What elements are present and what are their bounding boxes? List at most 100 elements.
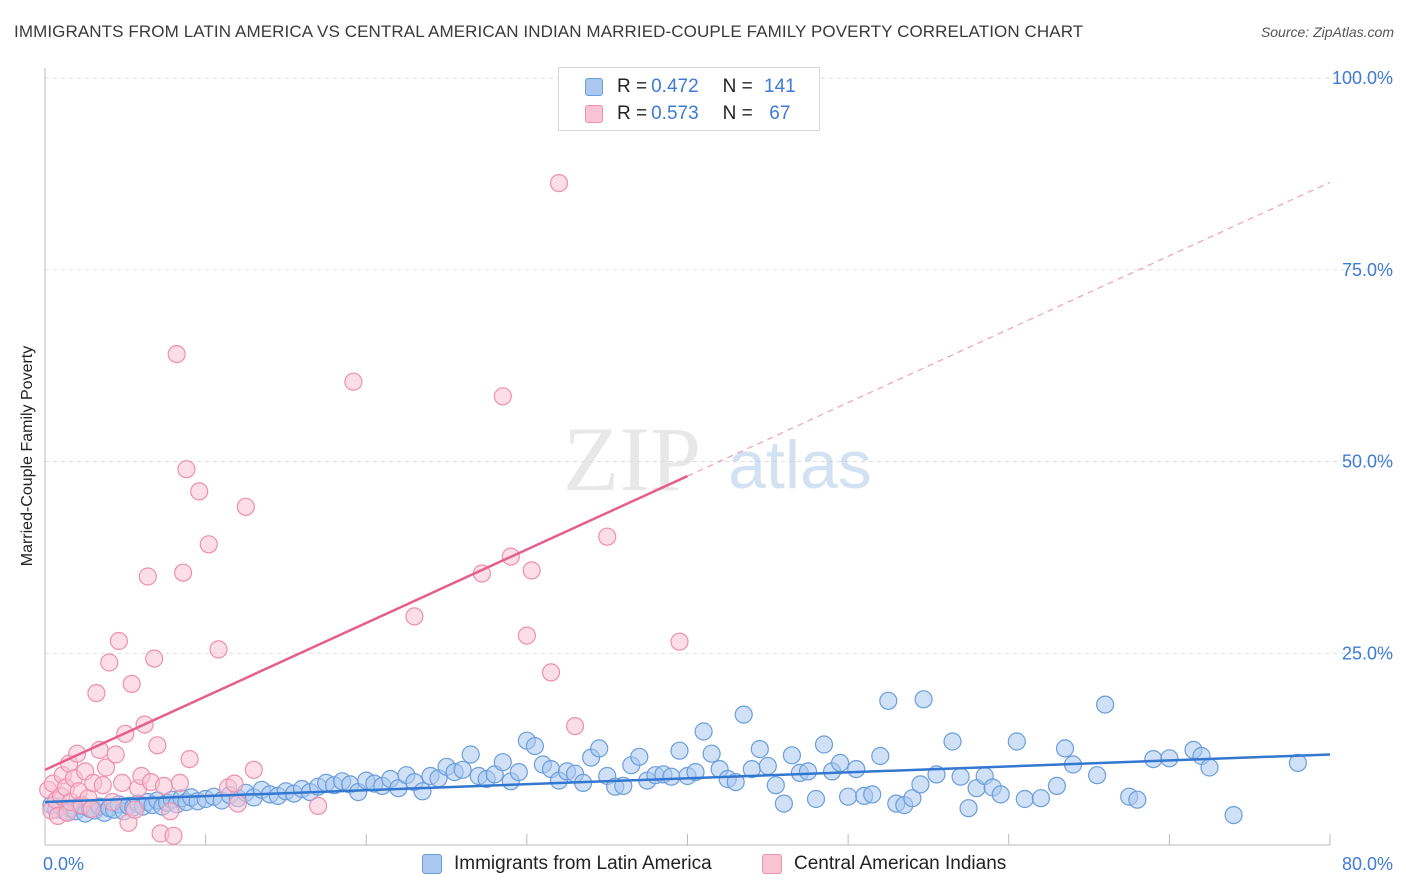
point-latin-america <box>694 722 713 741</box>
point-latin-america <box>734 705 753 724</box>
point-latin-america <box>806 789 826 809</box>
grid-lines <box>45 77 1392 654</box>
point-latin-america <box>1144 749 1163 769</box>
point-latin-america <box>453 760 472 779</box>
series-swatch-blue <box>422 854 442 874</box>
point-latin-america <box>413 782 432 801</box>
point-latin-america <box>509 762 528 782</box>
point-central-american-indian <box>154 776 173 796</box>
point-central-american-indian <box>87 683 106 703</box>
point-central-american-indian <box>541 663 561 682</box>
point-latin-america <box>782 746 802 765</box>
point-latin-america <box>903 789 922 808</box>
point-central-american-indian <box>344 372 363 391</box>
source-credit: Source: ZipAtlas.com <box>1260 24 1394 40</box>
point-latin-america <box>461 745 480 764</box>
point-central-american-indian <box>670 632 689 651</box>
point-central-american-indian <box>549 174 569 193</box>
series-swatch-pink <box>762 854 782 874</box>
legend-r-label: R = <box>617 76 648 97</box>
trend-lines <box>44 181 1331 804</box>
point-central-american-indian <box>164 826 183 845</box>
point-central-american-indian <box>405 607 424 626</box>
point-central-american-indian <box>82 799 101 819</box>
point-latin-america <box>1015 789 1034 809</box>
point-central-american-indian <box>167 345 186 364</box>
axes <box>44 68 1331 846</box>
point-central-american-indian <box>125 800 144 819</box>
point-central-american-indian <box>493 387 512 406</box>
point-latin-america <box>1128 790 1147 809</box>
point-central-american-indian <box>138 567 157 586</box>
point-latin-america <box>1095 695 1115 714</box>
point-central-american-indian <box>93 776 112 795</box>
point-latin-america <box>838 787 858 806</box>
point-latin-america <box>774 794 794 813</box>
x-tick-label-max: 80.0% <box>1342 854 1393 874</box>
point-central-american-indian <box>236 497 255 516</box>
point-central-american-indian <box>228 794 247 813</box>
point-latin-america <box>758 756 777 776</box>
series-label-central-american-indians: Central American Indians <box>794 853 1007 874</box>
point-latin-america <box>630 747 649 766</box>
point-latin-america <box>943 732 962 751</box>
series-label-latin-america: Immigrants from Latin America <box>454 853 712 874</box>
y-axis-label: Married-Couple Family Poverty <box>19 345 36 567</box>
point-latin-america <box>1047 776 1067 796</box>
watermark-zip: ZIP <box>563 408 701 510</box>
point-central-american-indian <box>309 796 328 816</box>
point-central-american-indian <box>209 640 228 659</box>
point-central-american-indian <box>180 749 199 769</box>
point-central-american-indian <box>161 802 180 821</box>
legend-row-blue: R = 0.472 N = 141 <box>585 74 796 100</box>
point-central-american-indian <box>598 527 617 546</box>
point-central-american-indian <box>517 626 537 645</box>
point-central-american-indian <box>565 716 585 736</box>
point-latin-america <box>702 744 721 763</box>
point-latin-america <box>686 762 705 782</box>
point-latin-america <box>914 690 933 709</box>
legend-r-value: 0.573 <box>651 103 699 124</box>
y-tick-label: 100.0% <box>1332 68 1393 88</box>
point-latin-america <box>1055 739 1075 758</box>
point-latin-america <box>798 762 818 781</box>
series-legend-central-american-indians: Central American Indians <box>762 851 1006 877</box>
legend-swatch-pink <box>585 105 603 123</box>
watermark-atlas: atlas <box>728 427 872 503</box>
point-central-american-indian <box>112 773 132 793</box>
legend-row-pink: R = 0.573 N = 67 <box>585 101 790 127</box>
point-latin-america <box>1087 766 1107 785</box>
point-central-american-indian <box>122 674 141 694</box>
point-latin-america <box>879 691 898 710</box>
legend-n-value: 67 <box>764 103 791 124</box>
legend-swatch-blue <box>585 78 603 96</box>
point-latin-america <box>766 776 785 795</box>
point-latin-america <box>959 799 978 818</box>
series-legend-latin-america: Immigrants from Latin America <box>422 851 712 877</box>
legend-n-label: N = <box>722 76 759 97</box>
point-central-american-indian <box>145 649 164 668</box>
stats-legend: R = 0.472 N = 141 R = 0.573 N = 67 <box>558 67 820 131</box>
point-latin-america <box>1160 749 1179 768</box>
point-latin-america <box>830 753 850 773</box>
point-central-american-indian <box>170 773 189 793</box>
point-central-american-indian <box>109 631 129 651</box>
point-latin-america <box>750 739 769 759</box>
point-latin-america <box>662 767 681 786</box>
point-central-american-indian <box>225 774 244 793</box>
trend-line-central-american-indians <box>44 474 689 771</box>
point-latin-america <box>493 753 512 772</box>
point-latin-america <box>1007 732 1026 751</box>
point-latin-america <box>847 759 866 779</box>
watermark: ZIP atlas <box>563 408 872 510</box>
legend-r-label: R = <box>617 103 648 124</box>
trend-extension-central-american-indians <box>687 181 1331 477</box>
point-central-american-indian <box>100 653 119 672</box>
point-latin-america <box>951 767 970 786</box>
point-latin-america <box>814 735 834 754</box>
point-latin-america <box>525 736 545 756</box>
point-latin-america <box>670 741 689 760</box>
trend-line-latin-america <box>44 753 1331 804</box>
chart-title: IMMIGRANTS FROM LATIN AMERICA VS CENTRAL… <box>14 22 1084 41</box>
point-latin-america <box>911 775 930 794</box>
